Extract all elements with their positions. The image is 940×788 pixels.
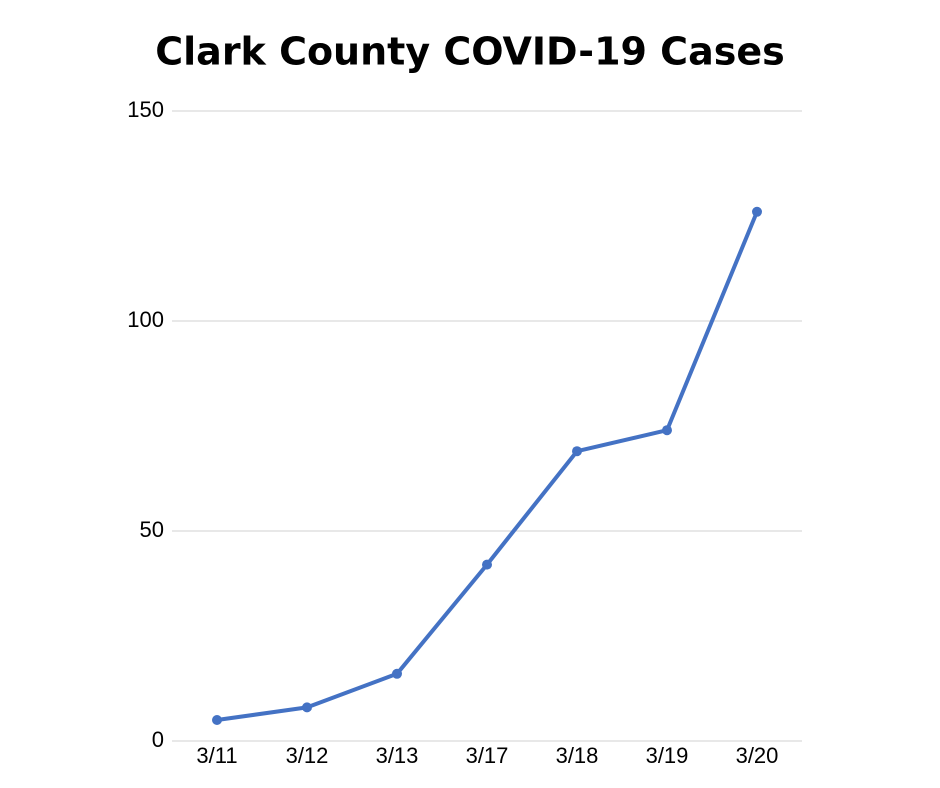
y-tick-label: 100	[127, 307, 164, 332]
data-point	[392, 668, 402, 679]
x-tick-label: 3/20	[736, 743, 779, 768]
x-tick-label: 3/12	[286, 743, 329, 768]
data-point	[212, 715, 222, 725]
y-tick-label: 0	[152, 727, 164, 752]
x-tick-label: 3/18	[556, 743, 599, 768]
data-point	[752, 206, 762, 217]
x-tick-label: 3/17	[466, 743, 509, 768]
data-line	[216, 211, 759, 722]
y-tick-label: 50	[140, 517, 164, 542]
data-point	[302, 702, 312, 713]
y-tick-label: 150	[127, 97, 164, 122]
x-tick-label: 3/13	[376, 743, 419, 768]
chart-title: Clark County COVID-19 Cases	[155, 30, 784, 74]
data-point	[482, 559, 492, 570]
x-tick-label: 3/11	[196, 743, 237, 768]
data-point	[662, 425, 672, 436]
data-point	[572, 446, 582, 457]
x-tick-label: 3/19	[646, 743, 689, 768]
